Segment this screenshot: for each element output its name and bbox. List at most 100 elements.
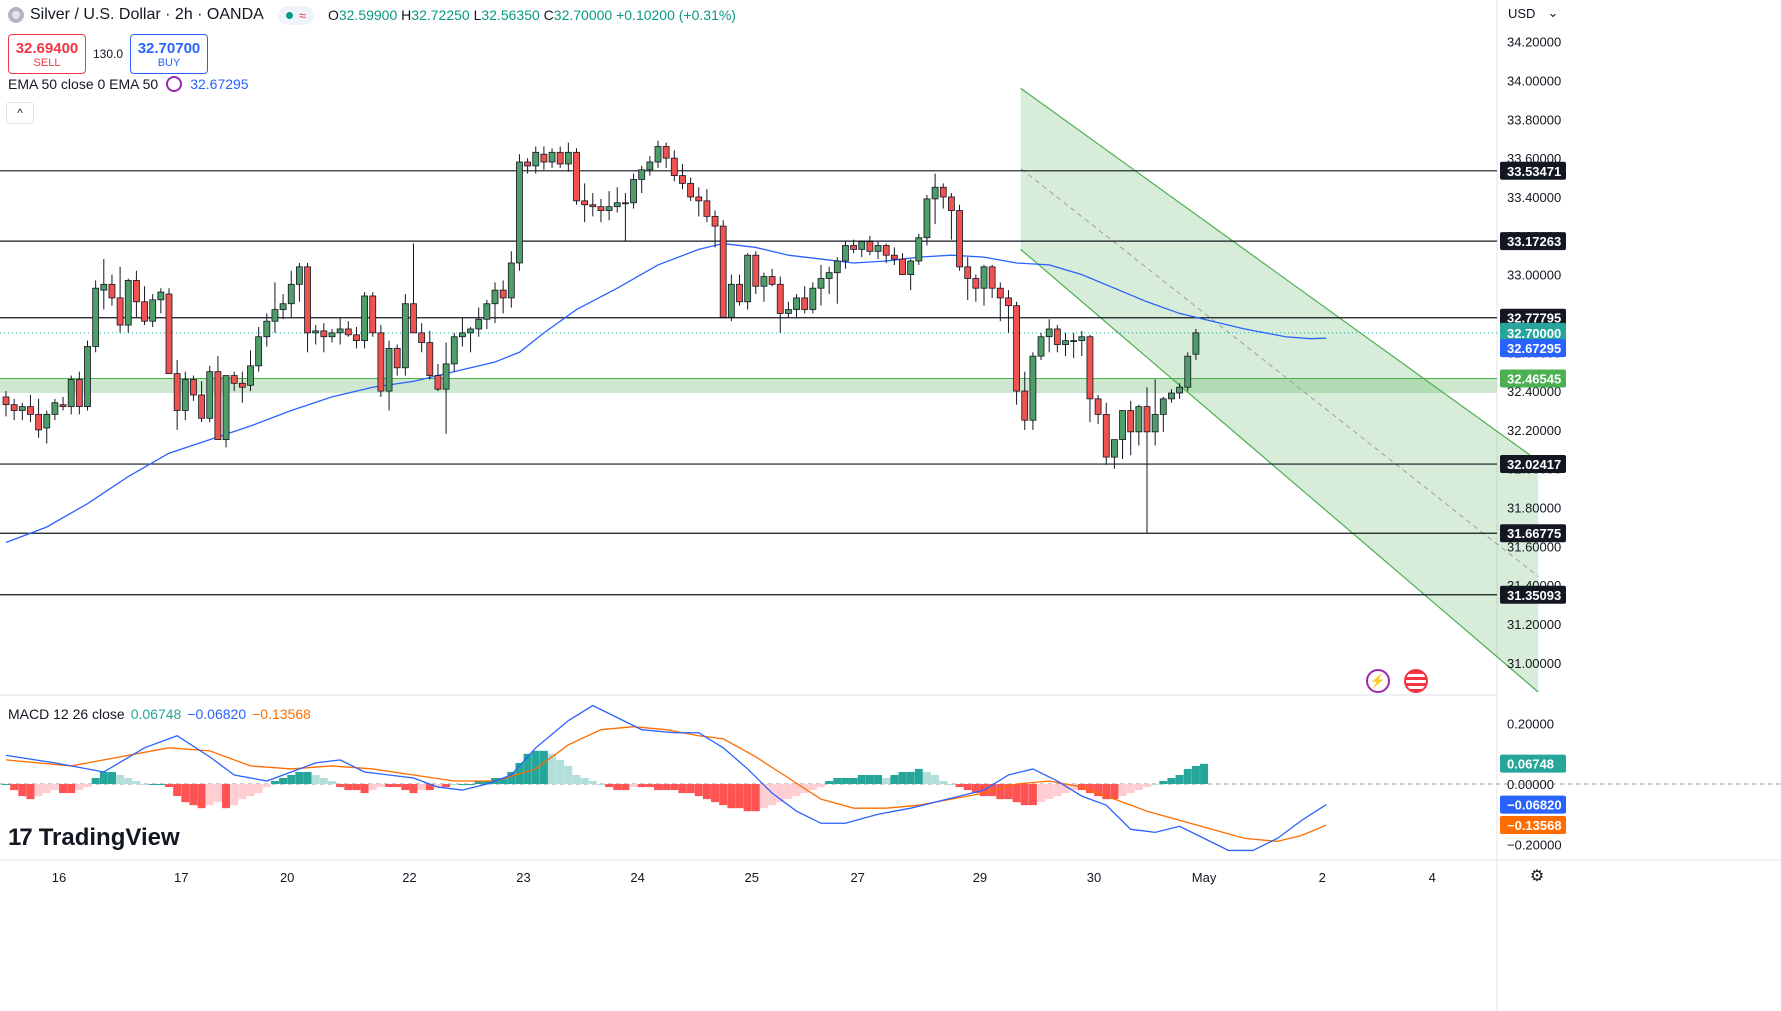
macd-histogram-bar: [181, 784, 190, 803]
macd-histogram-bar: [1159, 781, 1168, 785]
macd-histogram-bar: [450, 784, 459, 786]
bearish-candle: [768, 276, 776, 285]
bullish-candle: [907, 260, 915, 276]
macd-histogram-bar: [156, 784, 165, 786]
macd-histogram-bar: [165, 784, 173, 788]
level-price-label-bg: [1500, 585, 1566, 604]
bullish-candle: [263, 320, 271, 338]
bullish-candle: [385, 347, 393, 392]
bullish-candle: [613, 202, 621, 208]
macd-histogram-bar: [458, 784, 467, 786]
macd-histogram-bar: [833, 778, 842, 785]
macd-histogram-bar: [409, 784, 418, 794]
chevron-down-icon: ⌄: [1547, 5, 1559, 20]
macd-histogram-bar: [26, 784, 35, 800]
macd-histogram-bar: [352, 784, 361, 791]
bullish-candle: [833, 260, 841, 274]
bullish-candle: [255, 336, 263, 367]
channel-midline: [1020, 168, 1539, 577]
bearish-candle: [410, 303, 417, 334]
bearish-candle: [116, 297, 124, 326]
macd-histogram-bar: [1200, 763, 1209, 785]
bearish-candle: [1013, 305, 1020, 392]
bullish-candle: [206, 371, 214, 419]
bullish-candle: [401, 303, 409, 369]
bearish-candle: [752, 254, 760, 287]
macd-histogram-bar: [499, 778, 508, 785]
bullish-candle: [361, 295, 369, 342]
macd-histogram-bar: [474, 781, 483, 785]
ema-price-label-bg: [1500, 339, 1566, 358]
bullish-candle: [744, 254, 752, 303]
bearish-candle: [850, 245, 857, 250]
bearish-candle: [369, 295, 377, 334]
currency-selector[interactable]: USD ⌄: [1508, 5, 1558, 21]
macd-histogram-bar: [1004, 784, 1013, 800]
macd-histogram-bar: [1053, 784, 1062, 797]
macd-histogram-bar: [914, 768, 923, 785]
bearish-candle: [59, 404, 67, 408]
price-tick-label: 31.00000: [1507, 656, 1561, 671]
price-tick-label: 32.40000: [1507, 384, 1561, 399]
support-zone: [0, 378, 1497, 394]
sell-button[interactable]: 32.69400 SELL: [8, 34, 86, 74]
bullish-candle: [483, 303, 491, 320]
bearish-candle: [956, 210, 963, 268]
bullish-candle: [1111, 439, 1118, 458]
bullish-candle: [638, 169, 646, 180]
us-flag-icon[interactable]: [1404, 669, 1428, 693]
macd-label: MACD 12 26 close: [8, 706, 125, 722]
bullish-candle: [1078, 336, 1086, 342]
macd-histogram-bar: [922, 771, 931, 785]
bullish-candle: [279, 303, 287, 310]
macd-histogram-bar: [425, 784, 434, 791]
silver-symbol-icon: [8, 7, 24, 23]
spread-value: 130.0: [92, 47, 124, 61]
market-status-pill[interactable]: ≈: [277, 5, 314, 25]
buy-button[interactable]: 32.70700 BUY: [130, 34, 208, 74]
bullish-candle: [923, 198, 931, 239]
macd-histogram-bar: [931, 774, 940, 785]
macd-hist-value: 0.06748: [130, 706, 182, 722]
bearish-candle: [377, 332, 385, 392]
bearish-candle: [988, 266, 996, 289]
channel-upper-line: [1020, 87, 1539, 462]
bolt-icon[interactable]: ⚡: [1366, 669, 1390, 693]
macd-legend[interactable]: MACD 12 26 close 0.06748 −0.06820 −0.135…: [8, 706, 311, 722]
macd-histogram-bar: [776, 784, 785, 803]
symbol-title[interactable]: Silver / U.S. Dollar · 2h · OANDA: [30, 6, 264, 23]
macd-signal-value: −0.13568: [252, 706, 311, 722]
ohlc-readout: O32.59900 H32.72250 L32.56350 C32.70000 …: [327, 7, 736, 23]
bearish-candle: [589, 204, 597, 208]
bearish-candle: [964, 266, 972, 279]
macd-histogram-bar: [360, 784, 369, 794]
collapse-icon[interactable]: ^: [6, 102, 34, 124]
bearish-candle: [190, 379, 197, 396]
macd-histogram-bar: [564, 765, 573, 785]
macd-histogram-bar: [1167, 778, 1176, 785]
macd-histogram-bar: [393, 784, 402, 788]
level-price-label: 32.77795: [1507, 311, 1561, 326]
bullish-candle: [295, 266, 303, 285]
ema-legend[interactable]: EMA 50 close 0 EMA 50 32.67295: [8, 76, 249, 92]
macd-hist-axis-label-bg: [1500, 754, 1566, 773]
macd-histogram-bar: [1094, 784, 1103, 797]
bearish-candle: [108, 283, 116, 299]
macd-histogram-bar: [686, 784, 695, 794]
level-price-label-bg: [1500, 161, 1566, 180]
refresh-icon[interactable]: [166, 76, 183, 92]
macd-histogram-bar: [629, 784, 638, 788]
bearish-candle: [996, 287, 1004, 299]
chart-header: Silver / U.S. Dollar · 2h · OANDA ≈ O32.…: [8, 4, 736, 26]
macd-histogram-bar: [59, 784, 68, 794]
bearish-candle: [10, 404, 18, 411]
tradingview-logo[interactable]: 17 TradingView: [8, 824, 180, 852]
settings-icon[interactable]: ⚙: [1529, 868, 1545, 885]
macd-histogram-bar: [768, 784, 777, 806]
macd-histogram-bar: [988, 784, 997, 797]
macd-tick-label: 0.00000: [1507, 777, 1554, 792]
macd-histogram-bar: [882, 778, 891, 785]
bullish-candle: [1159, 398, 1167, 415]
macd-histogram-bar: [808, 784, 817, 791]
